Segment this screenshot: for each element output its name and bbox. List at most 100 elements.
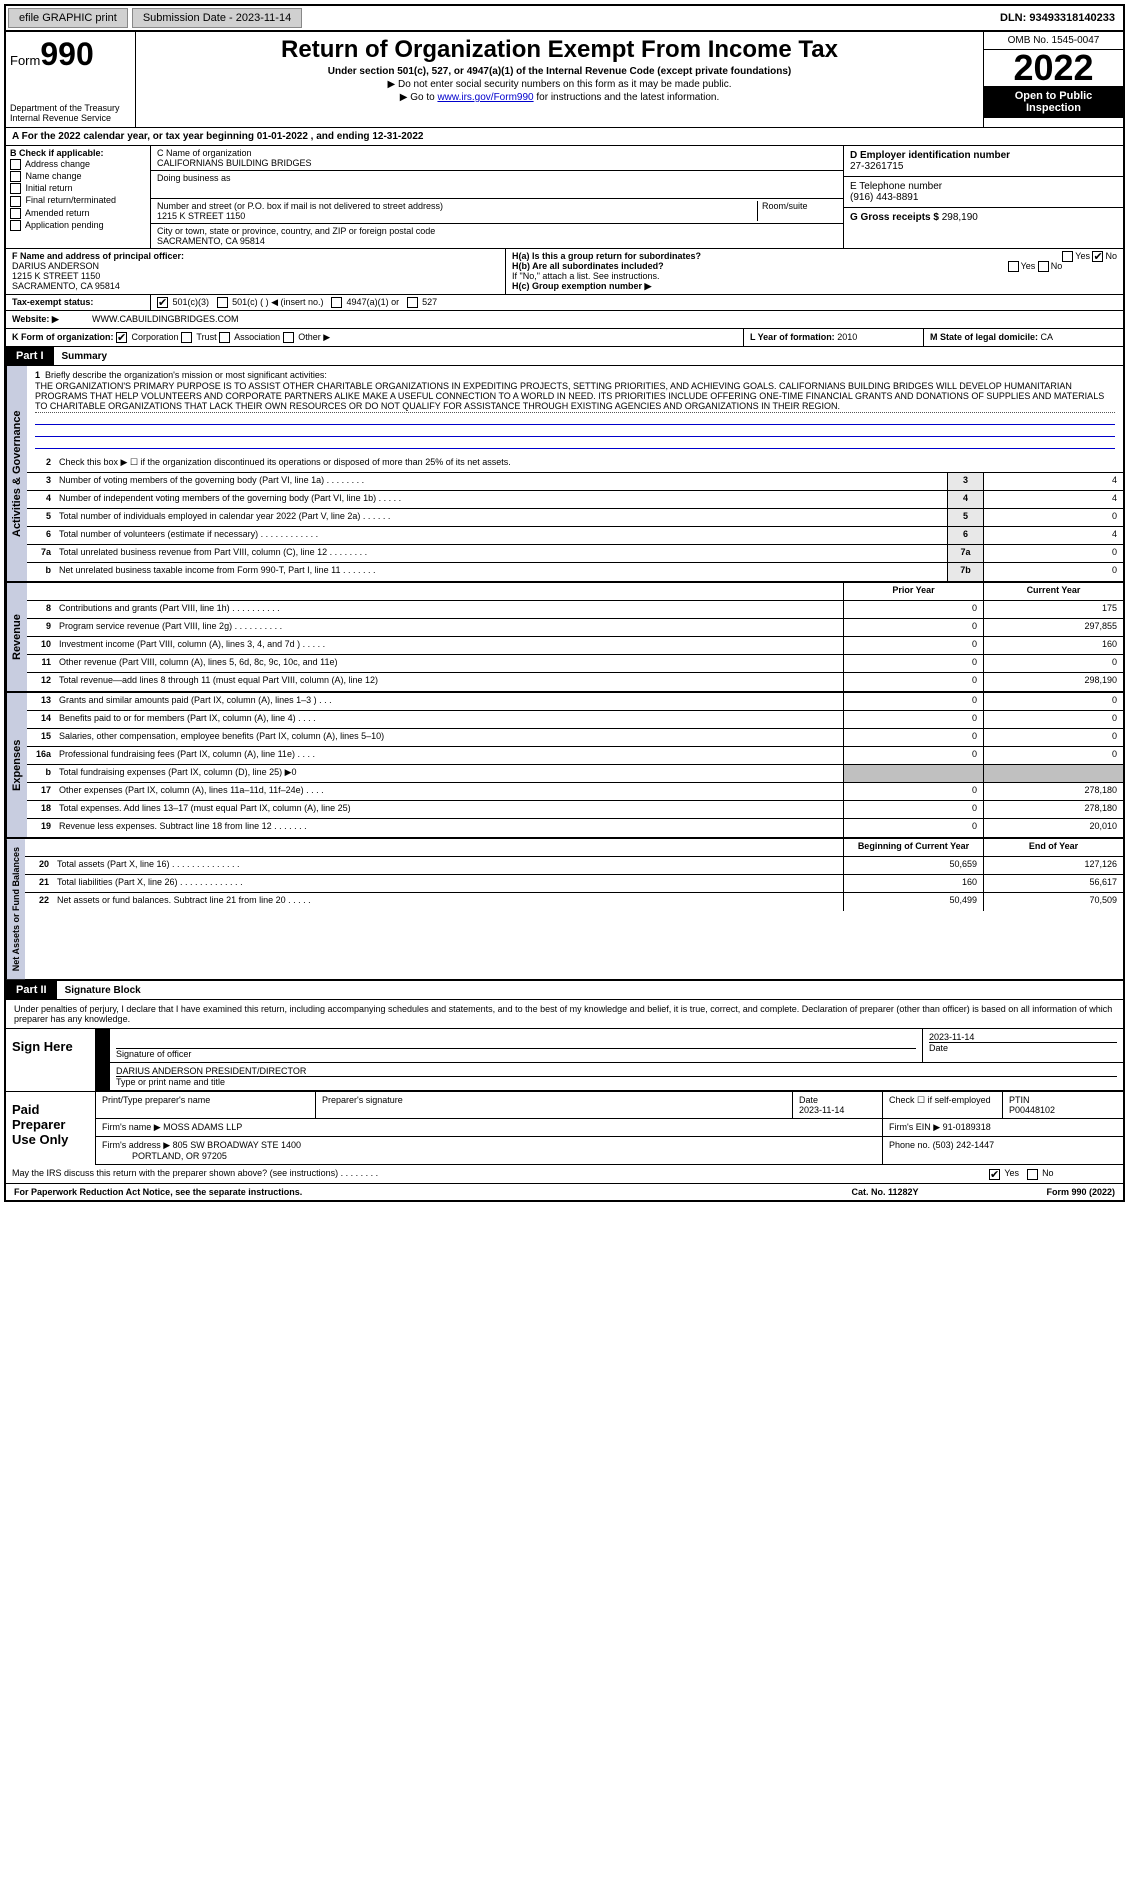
ptin-value: P00448102: [1009, 1105, 1055, 1115]
vlabel-netassets: Net Assets or Fund Balances: [6, 839, 25, 979]
block-b: B Check if applicable: Address change Na…: [6, 146, 151, 248]
vlabel-revenue: Revenue: [6, 583, 27, 691]
sign-here-label: Sign Here: [6, 1029, 96, 1091]
prior-year-header: Prior Year: [843, 583, 983, 600]
summary-line: 11Other revenue (Part VIII, column (A), …: [27, 655, 1123, 673]
part2-header: Part II: [6, 981, 57, 999]
paperwork-notice: For Paperwork Reduction Act Notice, see …: [14, 1187, 795, 1197]
summary-line: bTotal fundraising expenses (Part IX, co…: [27, 765, 1123, 783]
org-name-label: C Name of organization: [157, 148, 837, 158]
topbar: efile GRAPHIC print Submission Date - 20…: [6, 6, 1123, 32]
part1-title: Summary: [54, 349, 116, 364]
vlabel-activities: Activities & Governance: [6, 366, 27, 581]
tax-exempt-options: 501(c)(3) 501(c) ( ) ◀ (insert no.) 4947…: [151, 295, 1123, 310]
summary-line: 19Revenue less expenses. Subtract line 1…: [27, 819, 1123, 837]
cb-name-change[interactable]: Name change: [10, 171, 146, 182]
dept-label: Department of the Treasury: [10, 103, 131, 113]
gross-receipts: 298,190: [942, 212, 978, 223]
block-k: K Form of organization: Corporation Trus…: [6, 329, 743, 346]
firm-phone: (503) 242-1447: [933, 1140, 995, 1150]
summary-line: 17Other expenses (Part IX, column (A), l…: [27, 783, 1123, 801]
block-h: H(a) Is this a group return for subordin…: [506, 249, 1123, 294]
ein-value: 27-3261715: [850, 161, 1117, 172]
cb-initial-return[interactable]: Initial return: [10, 183, 146, 194]
block-l: L Year of formation: 2010: [743, 329, 923, 346]
summary-line: 7aTotal unrelated business revenue from …: [27, 545, 1123, 563]
block-m: M State of legal domicile: CA: [923, 329, 1123, 346]
website-value: WWW.CABUILDINGBRIDGES.COM: [86, 311, 1123, 328]
inspection-badge: Open to Public Inspection: [984, 86, 1123, 118]
vlabel-expenses: Expenses: [6, 693, 27, 837]
summary-line: 21Total liabilities (Part X, line 26) . …: [25, 875, 1123, 893]
cb-address-change[interactable]: Address change: [10, 159, 146, 170]
room-label: Room/suite: [757, 201, 837, 221]
eoy-header: End of Year: [983, 839, 1123, 856]
block-c: C Name of organization CALIFORNIANS BUIL…: [151, 146, 843, 248]
arrow-icon: [96, 1029, 110, 1091]
prep-date: 2023-11-14: [799, 1105, 844, 1115]
efile-button[interactable]: efile GRAPHIC print: [8, 8, 128, 28]
summary-line: 3Number of voting members of the governi…: [27, 473, 1123, 491]
discuss-question: May the IRS discuss this return with the…: [6, 1165, 983, 1182]
note-link: ▶ Go to www.irs.gov/Form990 for instruct…: [140, 92, 979, 103]
org-name: CALIFORNIANS BUILDING BRIDGES: [157, 158, 837, 168]
prep-sig-label: Preparer's signature: [316, 1092, 793, 1118]
summary-line: 20Total assets (Part X, line 16) . . . .…: [25, 857, 1123, 875]
part2-title: Signature Block: [57, 983, 149, 998]
block-d: D Employer identification number 27-3261…: [844, 146, 1123, 177]
declaration-text: Under penalties of perjury, I declare th…: [6, 1000, 1123, 1028]
submission-date-button[interactable]: Submission Date - 2023-11-14: [132, 8, 302, 28]
line2-text: Check this box ▶ ☐ if the organization d…: [55, 455, 1123, 472]
self-employed-check[interactable]: Check ☐ if self-employed: [883, 1092, 1003, 1118]
city-value: SACRAMENTO, CA 95814: [157, 236, 837, 246]
form-footer: Form 990 (2022): [975, 1187, 1115, 1197]
cb-application-pending[interactable]: Application pending: [10, 220, 146, 231]
summary-line: bNet unrelated business taxable income f…: [27, 563, 1123, 581]
cat-number: Cat. No. 11282Y: [795, 1187, 975, 1197]
date-label: Date: [929, 1042, 1117, 1053]
form-number: Form990: [10, 36, 131, 73]
city-label: City or town, state or province, country…: [157, 226, 837, 236]
blank-line: [35, 439, 1115, 449]
summary-line: 18Total expenses. Add lines 13–17 (must …: [27, 801, 1123, 819]
type-name-label: Type or print name and title: [116, 1076, 1117, 1087]
officer-printed-name: DARIUS ANDERSON PRESIDENT/DIRECTOR: [116, 1066, 1117, 1076]
summary-line: 13Grants and similar amounts paid (Part …: [27, 693, 1123, 711]
street-address: 1215 K STREET 1150: [157, 211, 757, 221]
irs-label: Internal Revenue Service: [10, 113, 131, 123]
firm-addr: 805 SW BROADWAY STE 1400: [173, 1140, 301, 1150]
blank-line: [35, 427, 1115, 437]
block-e: E Telephone number (916) 443-8891: [844, 177, 1123, 208]
form-header: Form990 Department of the Treasury Inter…: [6, 32, 1123, 128]
addr-label: Number and street (or P.O. box if mail i…: [157, 201, 757, 211]
summary-line: 4Number of independent voting members of…: [27, 491, 1123, 509]
block-f: F Name and address of principal officer:…: [6, 249, 506, 294]
cb-amended-return[interactable]: Amended return: [10, 208, 146, 219]
part1-header: Part I: [6, 347, 54, 365]
boy-header: Beginning of Current Year: [843, 839, 983, 856]
block-g: G Gross receipts $ 298,190: [844, 208, 1123, 227]
sig-officer-label: Signature of officer: [116, 1048, 916, 1059]
summary-line: 9Program service revenue (Part VIII, lin…: [27, 619, 1123, 637]
summary-line: 22Net assets or fund balances. Subtract …: [25, 893, 1123, 911]
tax-year: 2022: [984, 50, 1123, 86]
summary-line: 12Total revenue—add lines 8 through 11 (…: [27, 673, 1123, 691]
period-line: A For the 2022 calendar year, or tax yea…: [6, 128, 1123, 146]
firm-name: MOSS ADAMS LLP: [163, 1122, 242, 1132]
cb-final-return[interactable]: Final return/terminated: [10, 195, 146, 206]
form-subtitle: Under section 501(c), 527, or 4947(a)(1)…: [140, 66, 979, 77]
note-ssn: ▶ Do not enter social security numbers o…: [140, 79, 979, 90]
dln-label: DLN: 93493318140233: [1000, 12, 1123, 24]
current-year-header: Current Year: [983, 583, 1123, 600]
prep-name-label: Print/Type preparer's name: [96, 1092, 316, 1118]
firm-ein: 91-0189318: [943, 1122, 991, 1132]
summary-line: 10Investment income (Part VIII, column (…: [27, 637, 1123, 655]
form-title: Return of Organization Exempt From Incom…: [140, 36, 979, 64]
summary-line: 8Contributions and grants (Part VIII, li…: [27, 601, 1123, 619]
summary-line: 6Total number of volunteers (estimate if…: [27, 527, 1123, 545]
summary-line: 5Total number of individuals employed in…: [27, 509, 1123, 527]
discuss-answer: Yes No: [983, 1165, 1123, 1182]
mission-text: THE ORGANIZATION'S PRIMARY PURPOSE IS TO…: [35, 380, 1115, 413]
summary-line: 15Salaries, other compensation, employee…: [27, 729, 1123, 747]
irs-link[interactable]: www.irs.gov/Form990: [437, 92, 533, 103]
